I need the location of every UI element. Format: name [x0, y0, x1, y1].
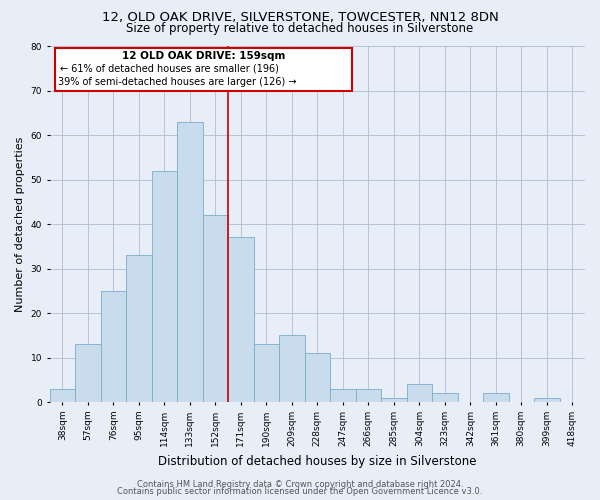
X-axis label: Distribution of detached houses by size in Silverstone: Distribution of detached houses by size … — [158, 454, 476, 468]
Bar — [126, 255, 152, 402]
Bar — [305, 353, 330, 402]
Bar — [432, 393, 458, 402]
Bar — [356, 389, 381, 402]
FancyBboxPatch shape — [55, 48, 352, 90]
Bar — [381, 398, 407, 402]
Y-axis label: Number of detached properties: Number of detached properties — [15, 136, 25, 312]
Text: 12 OLD OAK DRIVE: 159sqm: 12 OLD OAK DRIVE: 159sqm — [122, 52, 285, 62]
Bar — [228, 238, 254, 402]
Bar — [254, 344, 279, 402]
Bar — [177, 122, 203, 402]
Text: Size of property relative to detached houses in Silverstone: Size of property relative to detached ho… — [127, 22, 473, 35]
Bar — [279, 336, 305, 402]
Bar — [50, 389, 75, 402]
Bar — [75, 344, 101, 402]
Bar — [101, 291, 126, 402]
Text: Contains HM Land Registry data © Crown copyright and database right 2024.: Contains HM Land Registry data © Crown c… — [137, 480, 463, 489]
Text: Contains public sector information licensed under the Open Government Licence v3: Contains public sector information licen… — [118, 487, 482, 496]
Bar — [483, 393, 509, 402]
Bar — [534, 398, 560, 402]
Text: 39% of semi-detached houses are larger (126) →: 39% of semi-detached houses are larger (… — [58, 78, 296, 88]
Bar — [330, 389, 356, 402]
Bar — [203, 215, 228, 402]
Text: ← 61% of detached houses are smaller (196): ← 61% of detached houses are smaller (19… — [61, 64, 279, 74]
Bar — [407, 384, 432, 402]
Text: 12, OLD OAK DRIVE, SILVERSTONE, TOWCESTER, NN12 8DN: 12, OLD OAK DRIVE, SILVERSTONE, TOWCESTE… — [101, 11, 499, 24]
Bar — [152, 170, 177, 402]
